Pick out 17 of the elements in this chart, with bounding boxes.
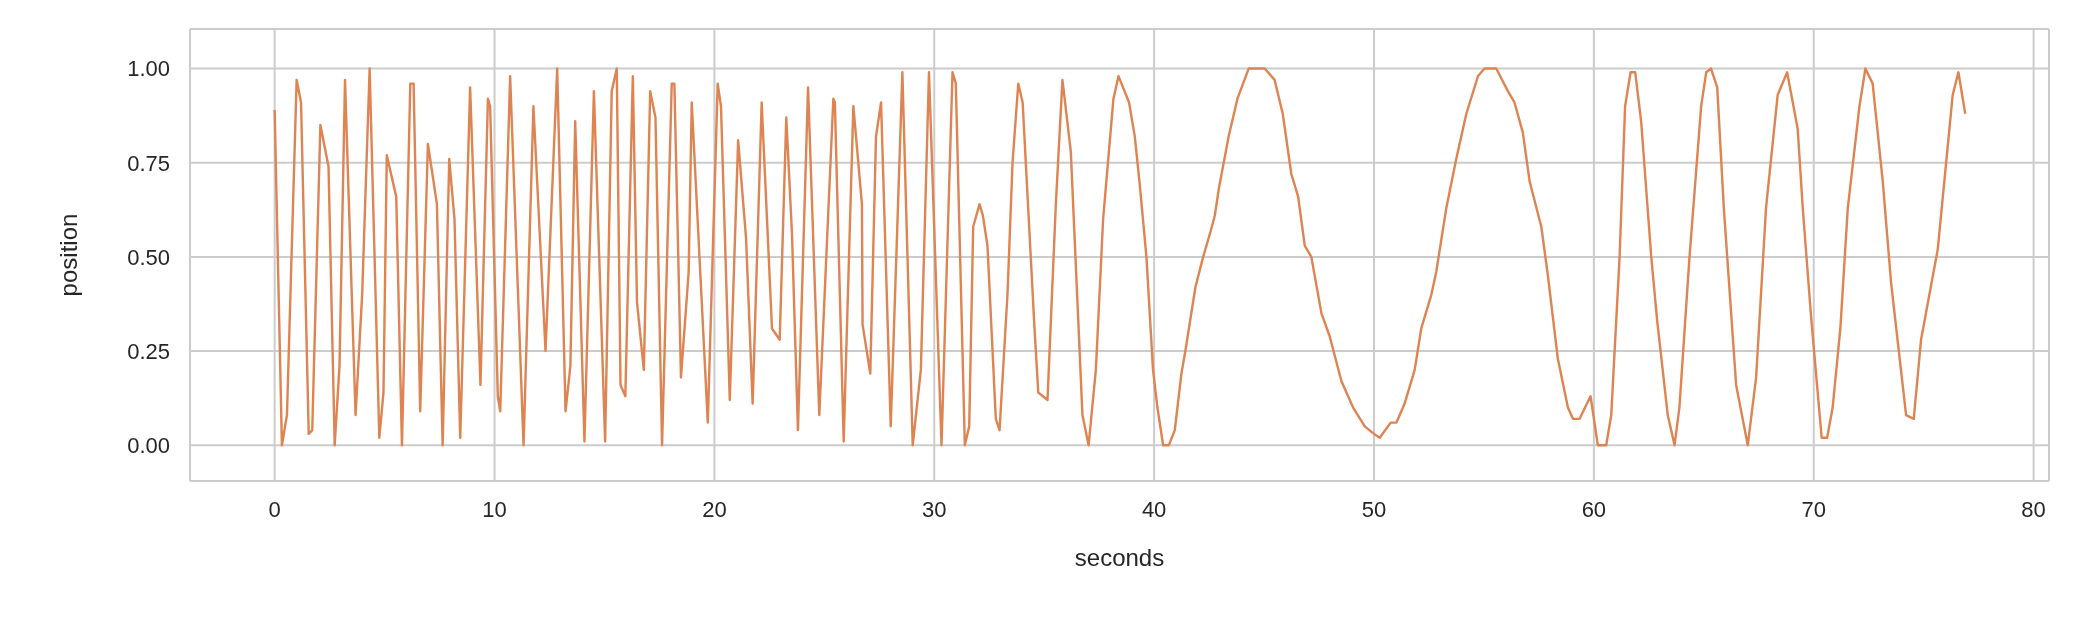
y-axis-title: position <box>54 213 82 297</box>
y-tick-label: 0.75 <box>127 150 170 176</box>
x-tick-label: 60 <box>1581 496 1607 522</box>
x-tick-label: 70 <box>1801 496 1826 522</box>
y-tick-label: 1.00 <box>127 56 170 82</box>
x-tick-label: 80 <box>2021 496 2046 522</box>
x-tick-label: 20 <box>702 496 727 522</box>
x-tick-label: 40 <box>1141 496 1167 522</box>
y-tick-label: 0.50 <box>127 244 170 270</box>
x-tick-label: 30 <box>922 496 947 522</box>
x-axis-title: seconds <box>1074 544 1165 571</box>
x-tick-label: 10 <box>482 496 507 522</box>
line-series <box>273 67 1967 447</box>
x-tick-label: 50 <box>1361 496 1387 522</box>
y-tick-label: 0.00 <box>127 433 170 459</box>
x-tick-label: 0 <box>268 496 281 522</box>
y-tick-label: 0.25 <box>127 338 170 364</box>
